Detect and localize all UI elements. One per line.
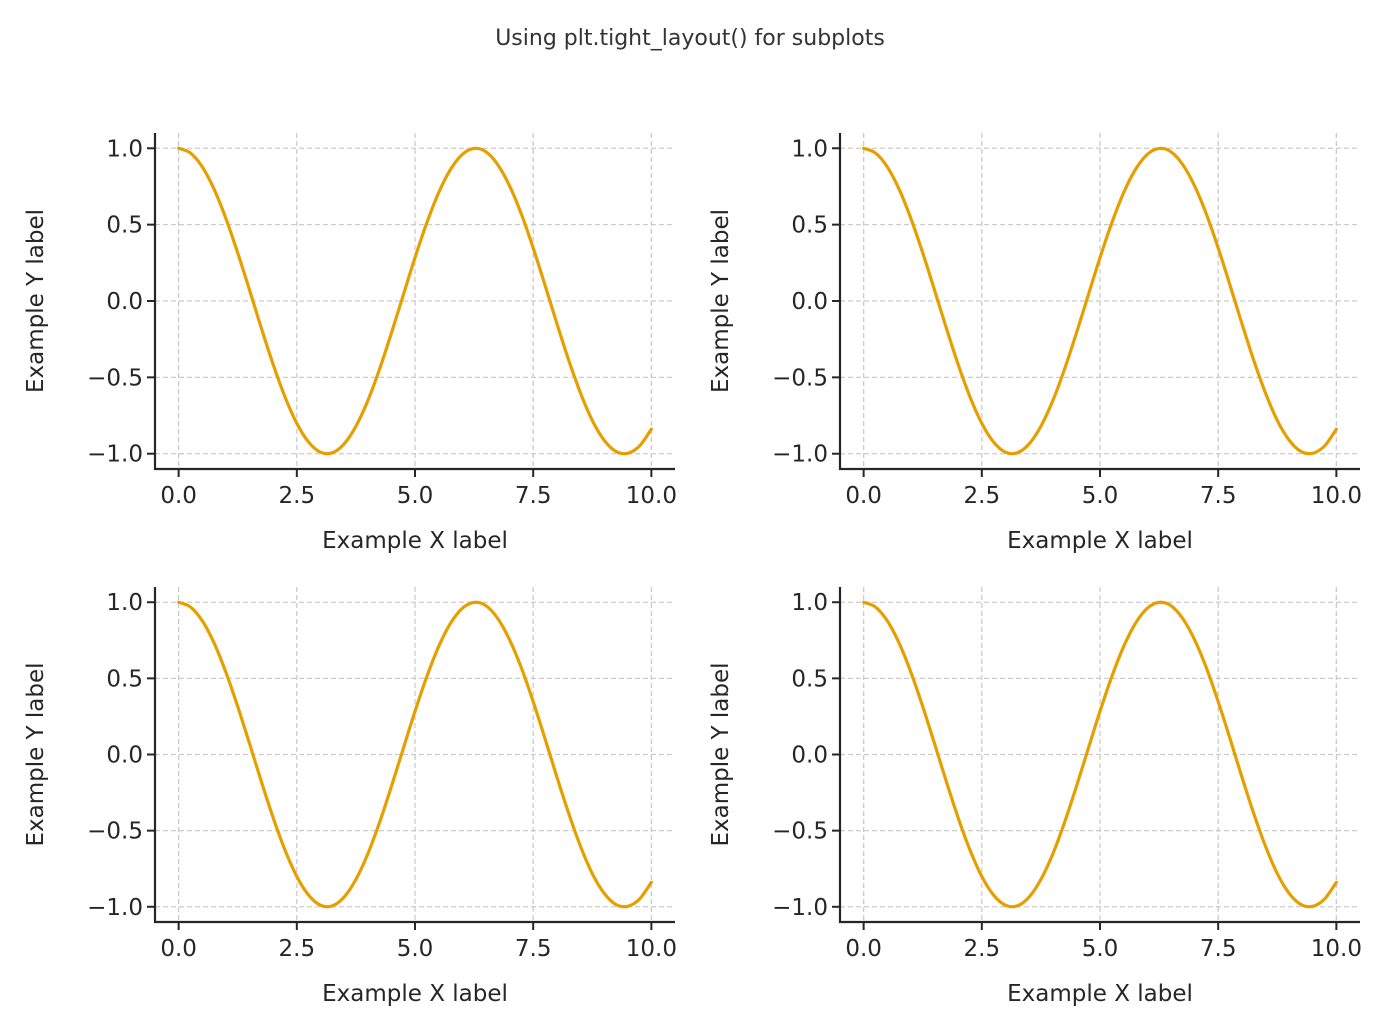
figure-title: Using plt.tight_layout() for subplots <box>495 26 885 51</box>
y-tick-label: 1.0 <box>791 590 828 616</box>
y-tick-label: 0.5 <box>791 666 828 692</box>
x-tick-label: 7.5 <box>1200 936 1237 962</box>
series-line <box>862 146 1338 456</box>
y-axis-label: Example Y label <box>23 662 49 846</box>
y-tick-label: −1.0 <box>87 895 143 921</box>
x-tick-label: 7.5 <box>515 483 552 509</box>
subplot-bottom-right: 0.0 2.5 5.0 7.5 10.0 1.0 0.5 0.0 −0.5 −1.0 Example… <box>708 587 1362 1007</box>
y-tick-label: 1.0 <box>106 590 143 616</box>
y-tick-label: 0.0 <box>791 743 828 769</box>
x-tick-label: 10.0 <box>626 936 677 962</box>
series-line <box>177 600 653 909</box>
series-line <box>862 600 1338 909</box>
y-axis-label: Example Y label <box>23 209 49 393</box>
y-tick-label: −0.5 <box>772 365 828 391</box>
x-axis-label: Example X label <box>322 981 508 1007</box>
x-tick-label: 2.5 <box>964 936 1001 962</box>
y-tick-label: −1.0 <box>772 895 828 921</box>
x-tick-label: 0.0 <box>845 936 882 962</box>
subplot-top-left: 0.0 2.5 5.0 7.5 10.0 1.0 0.5 0.0 −0.5 −1.0 Example… <box>23 133 677 554</box>
x-tick-label: 7.5 <box>1200 483 1237 509</box>
x-axis-label: Example X label <box>1007 528 1193 554</box>
x-tick-label: 0.0 <box>160 483 197 509</box>
y-tick-label: 1.0 <box>791 136 828 162</box>
x-tick-label: 10.0 <box>1311 936 1362 962</box>
x-axis-label: Example X label <box>1007 981 1193 1007</box>
x-tick-label: 5.0 <box>1082 483 1119 509</box>
series-line <box>177 146 653 456</box>
y-tick-label: 0.0 <box>106 743 143 769</box>
x-axis-label: Example X label <box>322 528 508 554</box>
x-tick-label: 0.0 <box>845 483 882 509</box>
y-tick-label: −0.5 <box>87 819 143 845</box>
x-tick-label: 5.0 <box>397 936 434 962</box>
y-tick-label: 0.5 <box>791 213 828 239</box>
subplot-top-right: 0.0 2.5 5.0 7.5 10.0 1.0 0.5 0.0 −0.5 −1.0 Example… <box>708 133 1362 554</box>
y-tick-label: −1.0 <box>772 442 828 468</box>
x-tick-label: 2.5 <box>279 936 316 962</box>
x-tick-label: 5.0 <box>397 483 434 509</box>
y-axis-label: Example Y label <box>708 209 734 393</box>
y-tick-label: 0.0 <box>791 289 828 315</box>
x-tick-label: 0.0 <box>160 936 197 962</box>
x-tick-label: 2.5 <box>964 483 1001 509</box>
y-tick-label: 0.0 <box>106 289 143 315</box>
y-tick-label: −0.5 <box>772 819 828 845</box>
y-tick-label: 0.5 <box>106 666 143 692</box>
x-tick-label: 2.5 <box>279 483 316 509</box>
x-tick-label: 10.0 <box>1311 483 1362 509</box>
x-tick-label: 5.0 <box>1082 936 1119 962</box>
y-tick-label: −1.0 <box>87 442 143 468</box>
y-tick-label: −0.5 <box>87 365 143 391</box>
y-tick-label: 1.0 <box>106 136 143 162</box>
subplot-bottom-left: 0.0 2.5 5.0 7.5 10.0 1.0 0.5 0.0 −0.5 −1.0 Example… <box>23 587 677 1007</box>
y-axis-label: Example Y label <box>708 662 734 846</box>
x-tick-label: 10.0 <box>626 483 677 509</box>
y-tick-label: 0.5 <box>106 213 143 239</box>
x-tick-label: 7.5 <box>515 936 552 962</box>
